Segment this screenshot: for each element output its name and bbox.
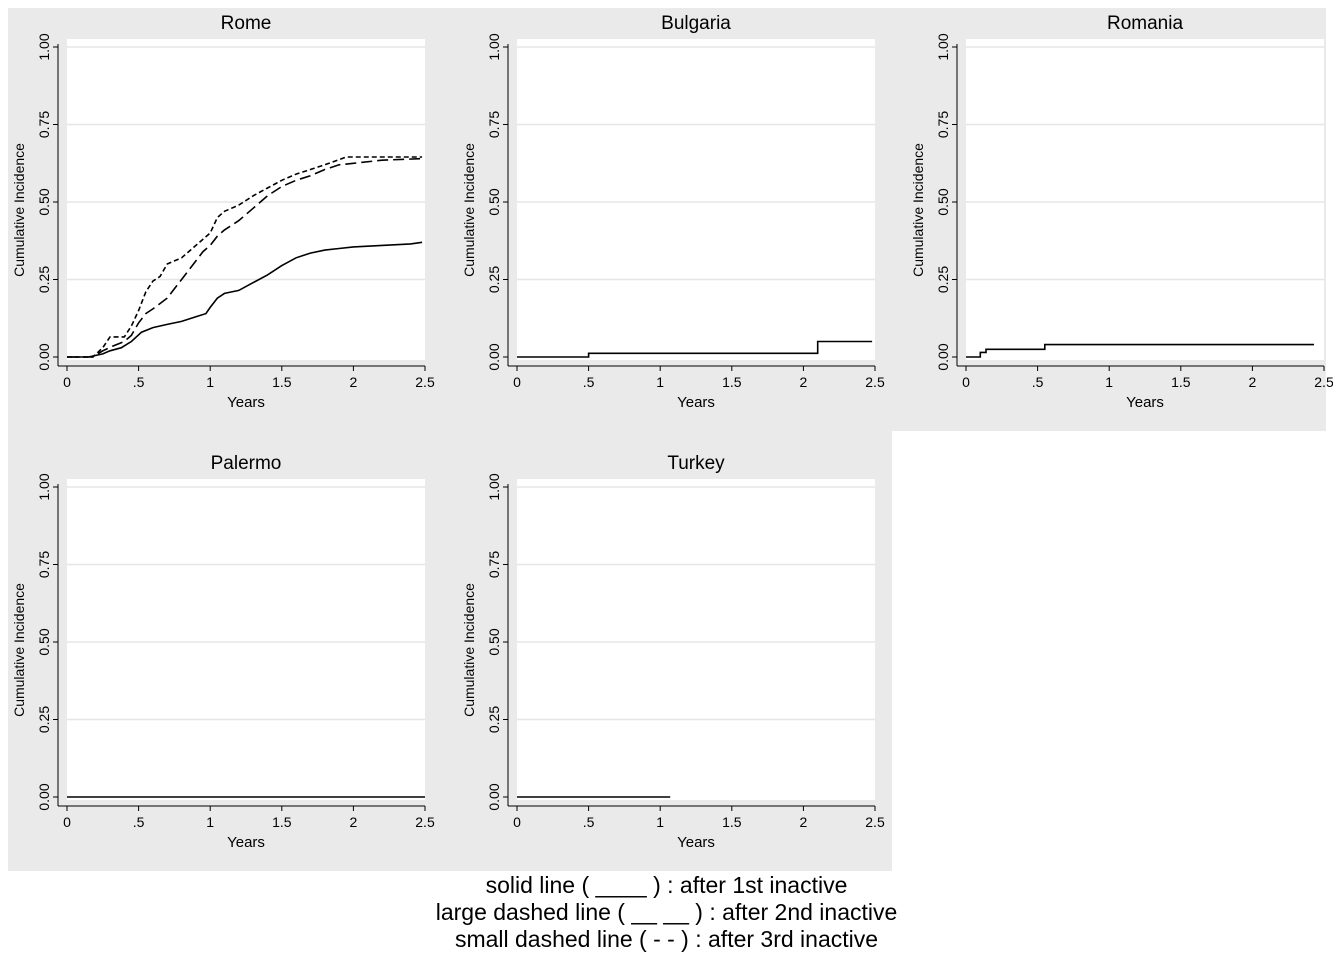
- plot-area: [517, 479, 875, 800]
- x-axis-label: Years: [677, 394, 715, 411]
- x-tick-label: .5: [133, 374, 145, 390]
- x-axis-label: Years: [227, 394, 265, 411]
- x-tick-label: 1: [206, 814, 214, 830]
- y-axis-label: Cumulative Incidence: [11, 143, 27, 277]
- y-tick-label: 1.00: [36, 473, 52, 500]
- legend-solid-line: solid line ( ____ ) : after 1st inactive: [485, 872, 848, 898]
- y-tick-label: 0.50: [36, 628, 52, 655]
- x-axis-label: Years: [677, 834, 715, 851]
- x-tick-label: 1: [656, 374, 664, 390]
- x-tick-label: 2: [800, 374, 808, 390]
- chart-panel-romania: Romania 0.00 0.25 0.50 0.75 1.00 0 .5 1 1.5 2 2.5 Ye…: [910, 13, 1333, 411]
- x-tick-label: 2.5: [1314, 374, 1333, 390]
- y-tick-label: 1.00: [486, 473, 502, 500]
- x-tick-label: 2.5: [415, 374, 435, 390]
- x-tick-label: 0: [962, 374, 970, 390]
- y-tick-label: 0.00: [486, 343, 502, 370]
- x-tick-label: .5: [1032, 374, 1044, 390]
- x-tick-label: .5: [583, 814, 595, 830]
- x-tick-label: 2: [800, 814, 808, 830]
- x-tick-label: 2.5: [865, 374, 885, 390]
- series-line-solid: [966, 343, 1314, 358]
- y-axis-label: Cumulative Incidence: [461, 583, 477, 717]
- series-line-solid: [517, 340, 873, 358]
- x-tick-label: 1.5: [272, 814, 292, 830]
- x-tick-label: 2.5: [415, 814, 435, 830]
- x-tick-label: 0: [63, 814, 71, 830]
- x-tick-label: 1.5: [722, 814, 742, 830]
- x-axis-label: Years: [1126, 394, 1164, 411]
- y-tick-label: 0.75: [36, 551, 52, 578]
- chart-title: Bulgaria: [661, 13, 731, 34]
- chart-panel-bulgaria: Bulgaria 0.00 0.25 0.50 0.75 1.00 0 .5 1 1.5 2 2.5 Y…: [461, 13, 885, 411]
- x-tick-label: 1: [1105, 374, 1113, 390]
- chart-title: Palermo: [211, 453, 282, 474]
- series-line-solid: [67, 241, 423, 358]
- y-tick-label: 0.25: [36, 706, 52, 733]
- x-tick-label: 0: [63, 374, 71, 390]
- x-axis-label: Years: [227, 834, 265, 851]
- series-line-long-dash: [67, 157, 423, 358]
- x-tick-label: 0: [513, 814, 521, 830]
- y-tick-label: 0.75: [486, 111, 502, 138]
- x-tick-label: 2: [1249, 374, 1257, 390]
- x-tick-label: 1: [206, 374, 214, 390]
- chart-panel-palermo: Palermo 0.00 0.25 0.50 0.75 1.00 0 .5 1 1.5 2 2.5 Ye…: [11, 453, 435, 851]
- y-tick-label: 0.25: [36, 266, 52, 293]
- y-axis-label: Cumulative Incidence: [11, 583, 27, 717]
- x-tick-label: 0: [513, 374, 521, 390]
- chart-title: Rome: [221, 13, 272, 34]
- line-style-legend: solid line ( ____ ) : after 1st inactive…: [0, 872, 1333, 953]
- x-tick-label: 1.5: [1171, 374, 1191, 390]
- x-tick-label: 1.5: [272, 374, 292, 390]
- legend-large-dashed-line: large dashed line ( __ __ ) : after 2nd …: [435, 899, 898, 925]
- plot-area: [966, 39, 1324, 360]
- y-tick-label: 0.50: [486, 188, 502, 215]
- y-tick-label: 0.00: [935, 343, 951, 370]
- x-tick-label: .5: [133, 814, 145, 830]
- x-tick-label: 1: [656, 814, 664, 830]
- legend-small-dashed-line: small dashed line ( - - ) : after 3rd in…: [454, 926, 879, 952]
- y-tick-label: 1.00: [486, 33, 502, 60]
- y-tick-label: 0.00: [486, 783, 502, 810]
- plot-area: [67, 479, 425, 800]
- empty-panel: [892, 431, 1326, 871]
- chart-title: Romania: [1107, 13, 1183, 34]
- y-tick-label: 0.50: [935, 188, 951, 215]
- y-tick-label: 0.50: [486, 628, 502, 655]
- y-tick-label: 1.00: [935, 33, 951, 60]
- x-tick-label: .5: [583, 374, 595, 390]
- chart-panel-turkey: Turkey 0.00 0.25 0.50 0.75 1.00 0 .5 1 1.5 2 2.5 Yea…: [461, 453, 885, 851]
- y-axis-label: Cumulative Incidence: [461, 143, 477, 277]
- chart-title: Turkey: [667, 453, 725, 474]
- y-axis-label: Cumulative Incidence: [910, 143, 926, 277]
- y-tick-label: 0.50: [36, 188, 52, 215]
- x-tick-label: 1.5: [722, 374, 742, 390]
- y-tick-label: 0.75: [486, 551, 502, 578]
- y-tick-label: 0.25: [486, 706, 502, 733]
- y-tick-label: 1.00: [36, 33, 52, 60]
- chart-panel-rome: Rome 0.00 0.25 0.50 0.75 1.00 0 .5 1 1.5 2 2.5 Years…: [11, 13, 435, 411]
- y-tick-label: 0.00: [36, 783, 52, 810]
- plot-area: [517, 39, 875, 360]
- y-tick-label: 0.75: [935, 111, 951, 138]
- y-tick-label: 0.75: [36, 111, 52, 138]
- series-line-short-dash: [67, 156, 423, 358]
- x-tick-label: 2: [350, 374, 358, 390]
- x-tick-label: 2: [350, 814, 358, 830]
- y-tick-label: 0.25: [486, 266, 502, 293]
- y-tick-label: 0.25: [935, 266, 951, 293]
- y-tick-label: 0.00: [36, 343, 52, 370]
- x-tick-label: 2.5: [865, 814, 885, 830]
